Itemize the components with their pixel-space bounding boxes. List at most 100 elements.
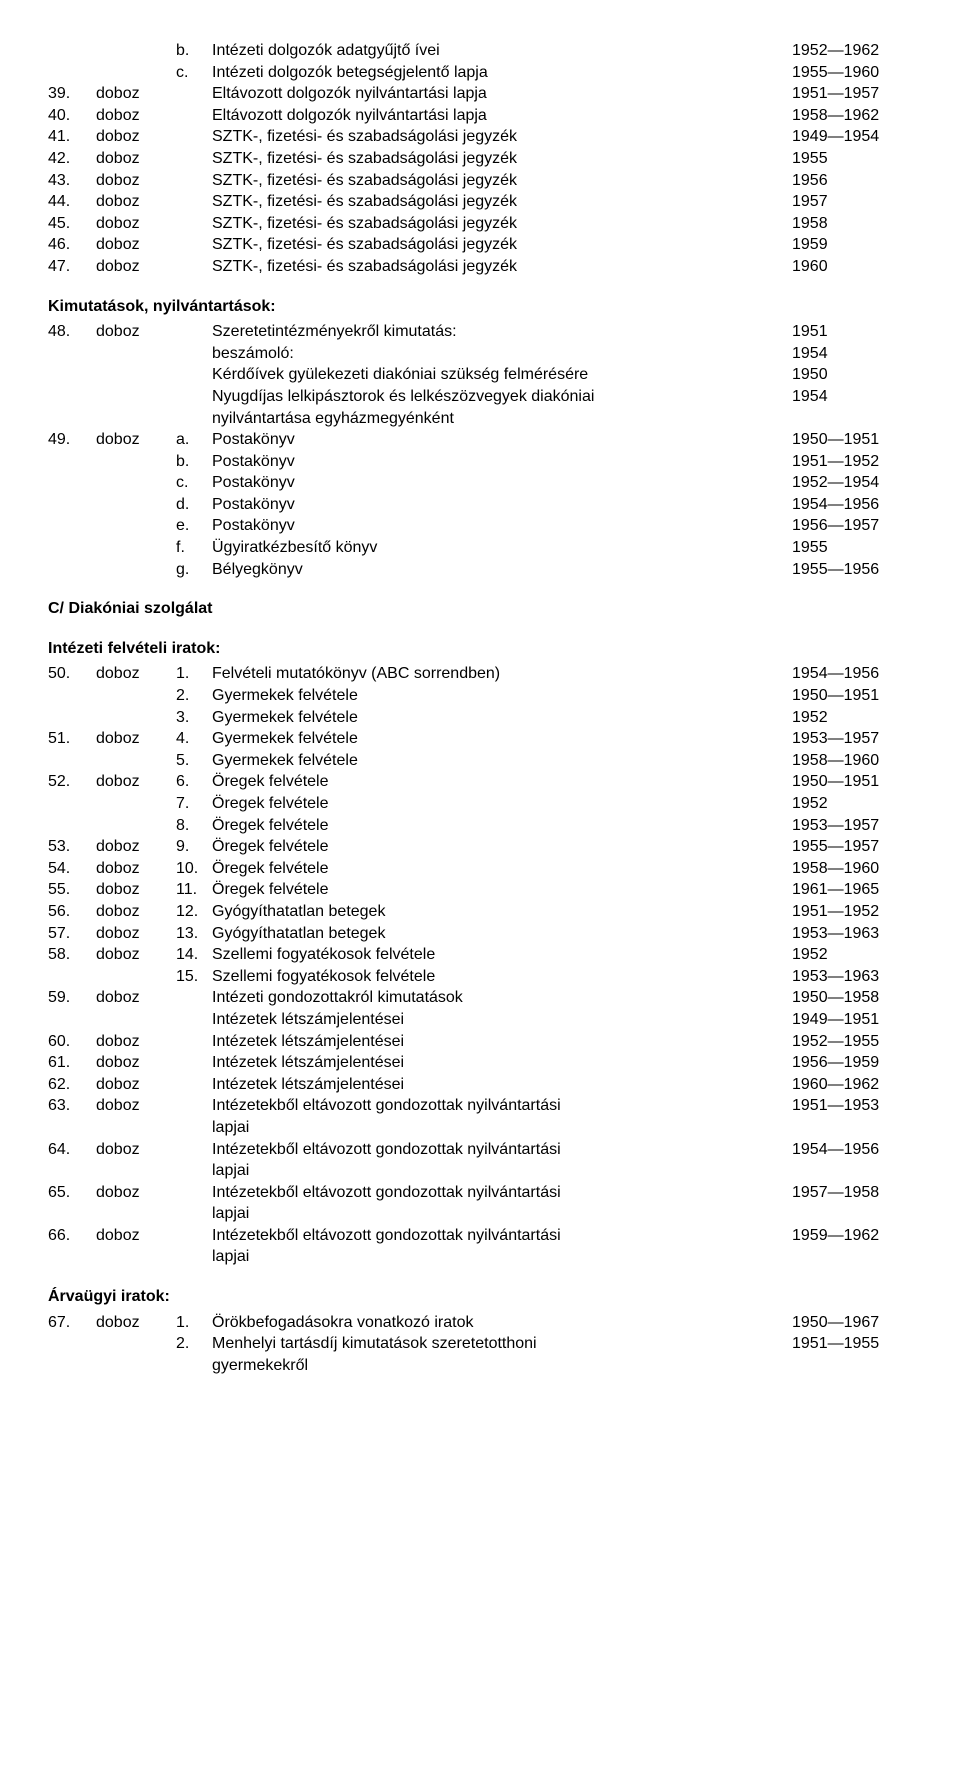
cell-c3: 8. xyxy=(176,815,212,837)
cell-c5: 1950—1951 xyxy=(792,685,912,707)
cell-c1 xyxy=(48,364,96,386)
cell-c5: 1950 xyxy=(792,364,912,386)
cell-c1 xyxy=(48,559,96,581)
table-row: b.Postakönyv1951—1952 xyxy=(48,451,912,473)
cell-c3: b. xyxy=(176,40,212,62)
cell-c4: Intézeti dolgozók betegségjelentő lapja xyxy=(212,62,792,84)
cell-c2: doboz xyxy=(96,429,176,451)
cell-c2: doboz xyxy=(96,1225,176,1247)
cell-c3 xyxy=(176,386,212,408)
cell-c1 xyxy=(48,494,96,516)
cell-c5: 1960—1962 xyxy=(792,1074,912,1096)
cell-c4: Gyógyíthatatlan betegek xyxy=(212,923,792,945)
cell-c4: Intézetek létszámjelentései xyxy=(212,1009,792,1031)
cell-c5: 1954—1956 xyxy=(792,494,912,516)
cell-c4: Intézeti gondozottakról kimutatások xyxy=(212,987,792,1009)
cell-c3 xyxy=(176,213,212,235)
cell-c2 xyxy=(96,815,176,837)
cell-c4: Szeretetintézményekről kimutatás: xyxy=(212,321,792,343)
cell-c3: 4. xyxy=(176,728,212,750)
cell-c2: doboz xyxy=(96,213,176,235)
cell-c1 xyxy=(48,815,96,837)
cell-c3 xyxy=(176,234,212,256)
cell-c1 xyxy=(48,1333,96,1355)
cell-c2 xyxy=(96,793,176,815)
table-row: 40.dobozEltávozott dolgozók nyilvántartá… xyxy=(48,105,912,127)
table-row: 61.dobozIntézetek létszámjelentései1956—… xyxy=(48,1052,912,1074)
cell-c5: 1953—1957 xyxy=(792,728,912,750)
cell-c3: 10. xyxy=(176,858,212,880)
cell-c4: Kérdőívek gyülekezeti diakóniai szükség … xyxy=(212,364,792,386)
cell-c5: 1952—1962 xyxy=(792,40,912,62)
cell-c3: 1. xyxy=(176,663,212,685)
cell-c2 xyxy=(96,1009,176,1031)
cell-c2: doboz xyxy=(96,83,176,105)
table-row: 66.dobozIntézetekből eltávozott gondozot… xyxy=(48,1225,912,1247)
cell-c3 xyxy=(176,256,212,278)
cell-c4: lapjai xyxy=(212,1117,792,1139)
table-row: 63.dobozIntézetekből eltávozott gondozot… xyxy=(48,1095,912,1117)
cell-c1: 63. xyxy=(48,1095,96,1117)
table-row: gyermekekről xyxy=(48,1355,912,1377)
cell-c5: 1954 xyxy=(792,386,912,408)
cell-c3 xyxy=(176,364,212,386)
cell-c4: Intézetekből eltávozott gondozottak nyil… xyxy=(212,1095,792,1117)
cell-c4: SZTK-, fizetési- és szabadságolási jegyz… xyxy=(212,148,792,170)
cell-c3 xyxy=(176,1009,212,1031)
table-row: Intézetek létszámjelentései1949—1951 xyxy=(48,1009,912,1031)
cell-c1: 48. xyxy=(48,321,96,343)
cell-c5 xyxy=(792,1246,912,1268)
cell-c5: 1954 xyxy=(792,343,912,365)
cell-c2: doboz xyxy=(96,728,176,750)
document-container: b.Intézeti dolgozók adatgyűjtő ívei1952—… xyxy=(48,40,912,1376)
table-row: 49.doboza.Postakönyv1950—1951 xyxy=(48,429,912,451)
cell-c2 xyxy=(96,40,176,62)
cell-c1: 58. xyxy=(48,944,96,966)
cell-c4: Eltávozott dolgozók nyilvántartási lapja xyxy=(212,83,792,105)
cell-c5: 1950—1958 xyxy=(792,987,912,1009)
cell-c5: 1951—1953 xyxy=(792,1095,912,1117)
cell-c5: 1950—1967 xyxy=(792,1312,912,1334)
table-row: 44.dobozSZTK-, fizetési- és szabadságolá… xyxy=(48,191,912,213)
table-row: lapjai xyxy=(48,1160,912,1182)
cell-c5: 1957 xyxy=(792,191,912,213)
table-row: 50.doboz1.Felvételi mutatókönyv (ABC sor… xyxy=(48,663,912,685)
cell-c1 xyxy=(48,62,96,84)
cell-c4: Postakönyv xyxy=(212,515,792,537)
cell-c1 xyxy=(48,1203,96,1225)
table-row: 56.doboz12.Gyógyíthatatlan betegek1951—1… xyxy=(48,901,912,923)
cell-c1: 56. xyxy=(48,901,96,923)
cell-c1: 41. xyxy=(48,126,96,148)
cell-c4: Örökbefogadásokra vonatkozó iratok xyxy=(212,1312,792,1334)
cell-c5: 1960 xyxy=(792,256,912,278)
cell-c2 xyxy=(96,685,176,707)
cell-c3 xyxy=(176,170,212,192)
cell-c2: doboz xyxy=(96,234,176,256)
cell-c2: doboz xyxy=(96,105,176,127)
cell-c4: SZTK-, fizetési- és szabadságolási jegyz… xyxy=(212,256,792,278)
cell-c3: 12. xyxy=(176,901,212,923)
table-row: 67.doboz1.Örökbefogadásokra vonatkozó ir… xyxy=(48,1312,912,1334)
cell-c4: Intézetekből eltávozott gondozottak nyil… xyxy=(212,1182,792,1204)
cell-c4: Gyermekek felvétele xyxy=(212,685,792,707)
cell-c5: 1952 xyxy=(792,944,912,966)
cell-c3: 9. xyxy=(176,836,212,858)
table-row: 42.dobozSZTK-, fizetési- és szabadságolá… xyxy=(48,148,912,170)
cell-c5 xyxy=(792,408,912,430)
cell-c3 xyxy=(176,83,212,105)
cell-c2: doboz xyxy=(96,858,176,880)
cell-c5 xyxy=(792,1117,912,1139)
cell-c2: doboz xyxy=(96,901,176,923)
cell-c2: doboz xyxy=(96,663,176,685)
cell-c5: 1955—1960 xyxy=(792,62,912,84)
cell-c3: f. xyxy=(176,537,212,559)
cell-c2: doboz xyxy=(96,321,176,343)
table-row: 15.Szellemi fogyatékosok felvétele1953—1… xyxy=(48,966,912,988)
cell-c3 xyxy=(176,1225,212,1247)
cell-c5: 1950—1951 xyxy=(792,771,912,793)
cell-c1 xyxy=(48,966,96,988)
cell-c4: Intézetekből eltávozott gondozottak nyil… xyxy=(212,1139,792,1161)
cell-c5: 1956 xyxy=(792,170,912,192)
cell-c4: lapjai xyxy=(212,1246,792,1268)
cell-c1 xyxy=(48,1009,96,1031)
